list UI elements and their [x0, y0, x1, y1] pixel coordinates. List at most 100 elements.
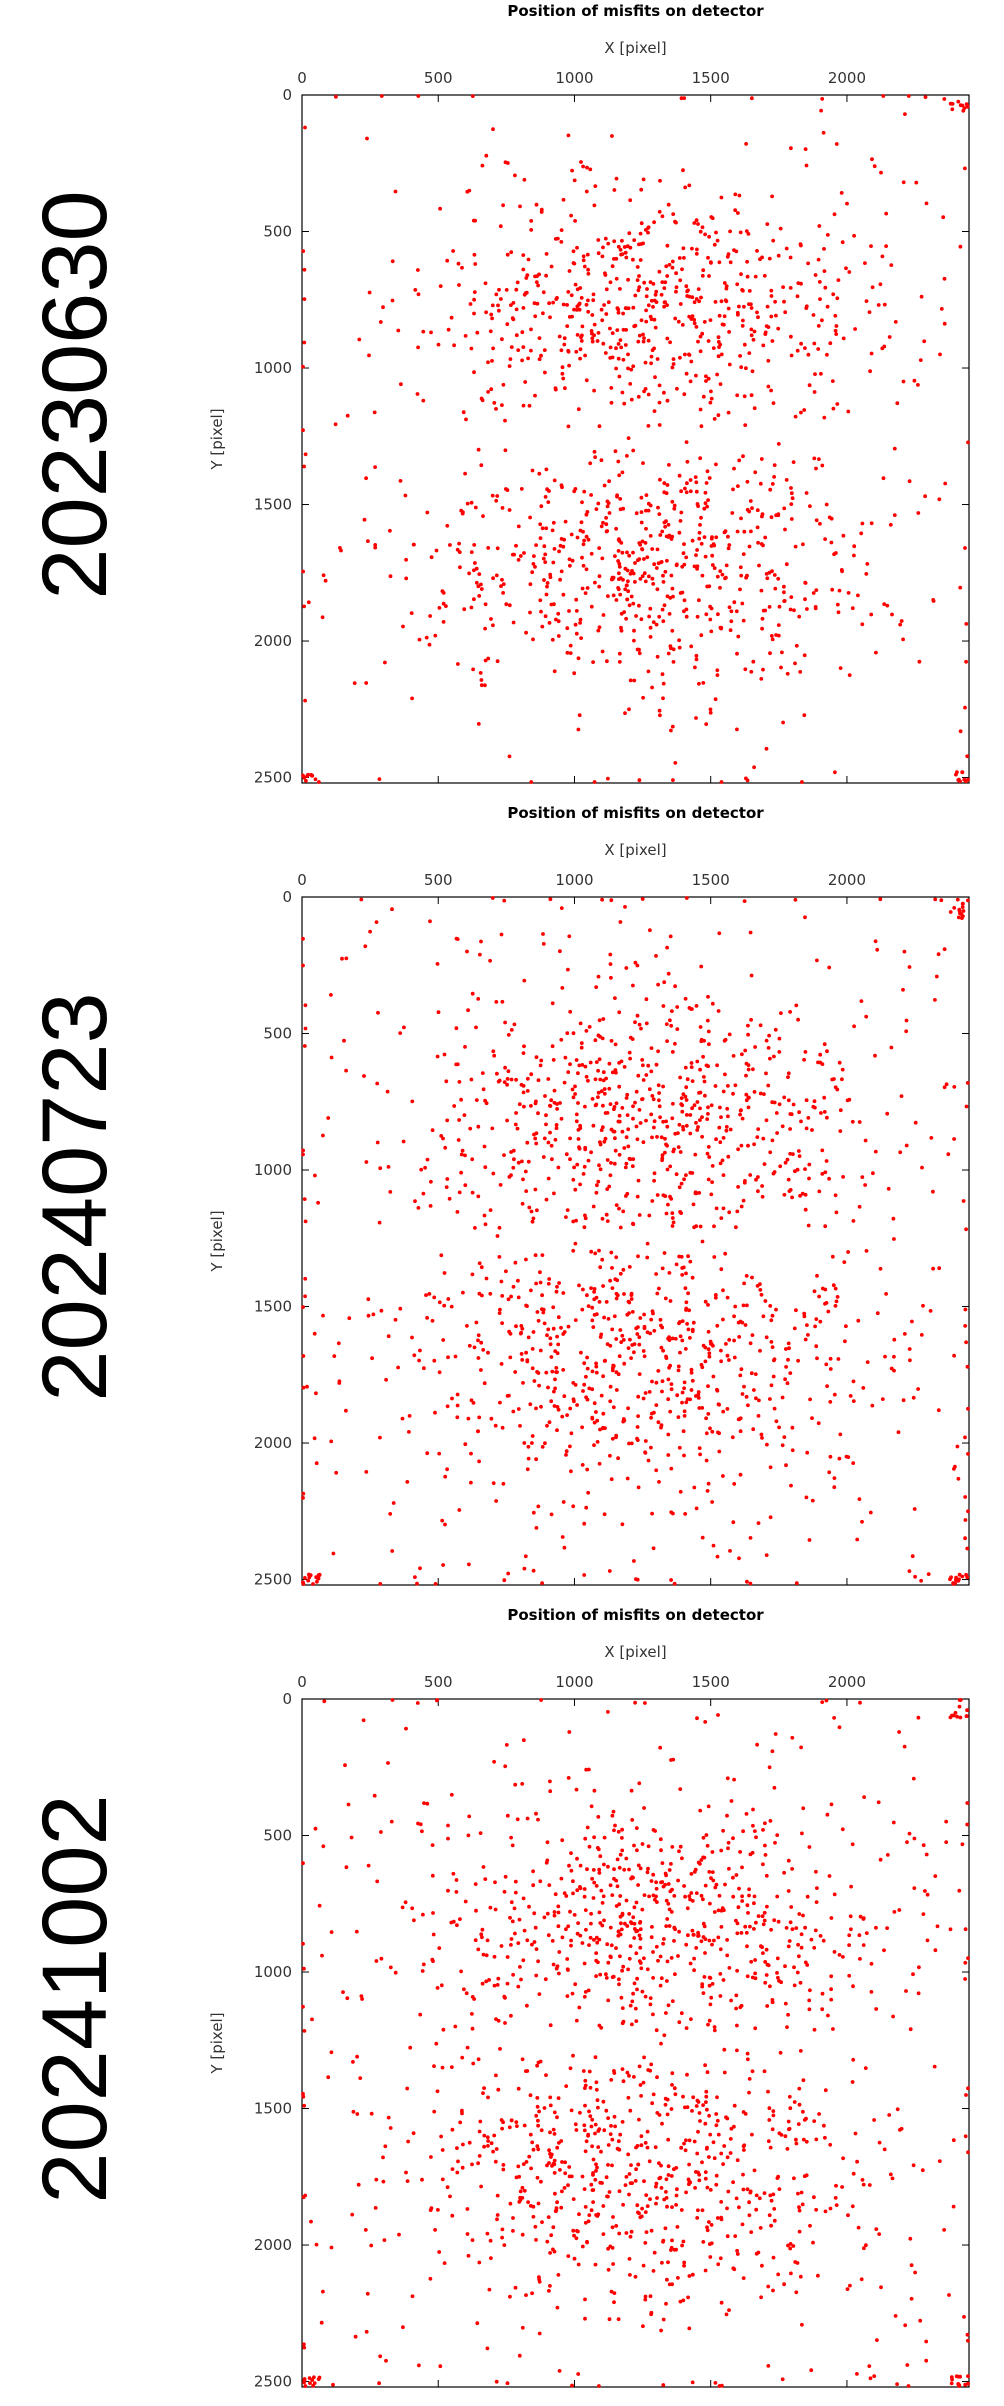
misfit-point — [655, 1135, 659, 1139]
misfit-point — [747, 1893, 751, 1898]
misfit-point — [661, 1941, 665, 1946]
misfit-point — [329, 2245, 334, 2250]
misfit-point — [665, 945, 669, 950]
misfit-point — [626, 366, 630, 371]
misfit-point — [431, 1959, 435, 1963]
misfit-point — [828, 2206, 833, 2211]
misfit-point — [564, 1449, 569, 1454]
misfit-point — [496, 303, 500, 308]
misfit-point — [503, 418, 507, 423]
misfit-point — [705, 584, 710, 589]
misfit-point — [658, 1954, 663, 1959]
misfit-point — [575, 1931, 580, 1936]
misfit-point — [911, 1776, 916, 1781]
misfit-point — [662, 481, 667, 486]
misfit-point — [602, 1359, 607, 1363]
misfit-point — [584, 512, 589, 517]
misfit-point — [714, 2112, 719, 2116]
misfit-point — [416, 292, 421, 297]
misfit-point — [832, 1485, 837, 1490]
misfit-point — [770, 637, 775, 642]
misfit-point — [671, 594, 675, 599]
misfit-point — [947, 2293, 951, 2297]
misfit-point — [613, 554, 617, 558]
misfit-point — [744, 1092, 749, 1097]
misfit-point — [539, 207, 544, 212]
misfit-point — [390, 259, 395, 264]
x-tick-label: 1000 — [555, 1673, 593, 1691]
misfit-point — [750, 1275, 754, 1280]
misfit-point — [726, 2189, 731, 2194]
misfit-point — [596, 1960, 600, 1965]
misfit-point — [632, 1559, 636, 1563]
misfit-point — [574, 597, 579, 602]
misfit-point — [492, 1759, 496, 1764]
misfit-point — [649, 1879, 654, 1883]
misfit-point — [508, 1355, 513, 1360]
misfit-point — [771, 238, 776, 243]
misfit-point — [409, 611, 414, 615]
misfit-point — [577, 307, 582, 312]
misfit-point — [615, 328, 620, 332]
misfit-point — [624, 1856, 629, 1861]
misfit-point — [749, 529, 753, 534]
misfit-point — [420, 2177, 424, 2182]
misfit-point — [825, 1812, 830, 1817]
misfit-point — [776, 1975, 780, 1980]
misfit-point — [626, 1346, 631, 1350]
misfit-point — [869, 1961, 874, 1966]
misfit-point — [878, 1266, 883, 1271]
misfit-point — [616, 1829, 621, 1834]
misfit-point — [780, 1395, 785, 1400]
misfit-point — [539, 2179, 543, 2184]
misfit-point — [571, 1248, 576, 1253]
misfit-point — [904, 1018, 909, 1023]
misfit-point — [558, 949, 562, 954]
misfit-point — [636, 1073, 641, 1078]
misfit-point — [829, 1987, 833, 1992]
misfit-point — [547, 1883, 552, 1887]
misfit-point — [772, 1054, 776, 1059]
misfit-point — [633, 1100, 637, 1105]
misfit-point — [832, 1392, 837, 1397]
misfit-point — [592, 333, 596, 338]
misfit-point — [303, 1219, 308, 1224]
misfit-point — [549, 1143, 554, 1148]
misfit-point — [628, 1337, 632, 1342]
misfit-point — [521, 1958, 526, 1963]
misfit-point — [541, 1155, 546, 1159]
misfit-point — [891, 1216, 896, 1221]
misfit-point — [769, 1340, 774, 1344]
misfit-point — [567, 609, 571, 613]
misfit-point — [491, 127, 495, 132]
misfit-point — [642, 280, 647, 285]
misfit-point — [450, 2127, 455, 2132]
misfit-point — [610, 1975, 615, 1979]
misfit-point — [605, 1158, 610, 1162]
misfit-point — [617, 571, 621, 576]
misfit-point — [715, 2095, 719, 2100]
misfit-point — [773, 586, 778, 591]
misfit-point — [873, 939, 878, 944]
misfit-point — [692, 1870, 697, 1874]
misfit-point — [646, 225, 651, 230]
misfit-point — [663, 1296, 668, 1301]
misfit-point — [737, 458, 742, 463]
misfit-point — [660, 1266, 665, 1271]
misfit-point — [306, 600, 311, 605]
misfit-point — [662, 980, 667, 985]
misfit-point — [526, 1456, 531, 1461]
misfit-point — [746, 1023, 750, 1028]
misfit-point — [657, 1091, 661, 1095]
misfit-point — [675, 1393, 680, 1398]
misfit-point — [619, 1995, 624, 2000]
misfit-point — [585, 586, 590, 590]
misfit-point — [670, 2282, 674, 2287]
misfit-point — [847, 1943, 851, 1947]
misfit-point — [536, 2118, 540, 2123]
misfit-point — [568, 2066, 573, 2071]
misfit-point — [737, 1556, 741, 1561]
misfit-point — [710, 1164, 715, 1168]
misfit-point — [623, 1165, 628, 1170]
misfit-point — [702, 320, 707, 324]
